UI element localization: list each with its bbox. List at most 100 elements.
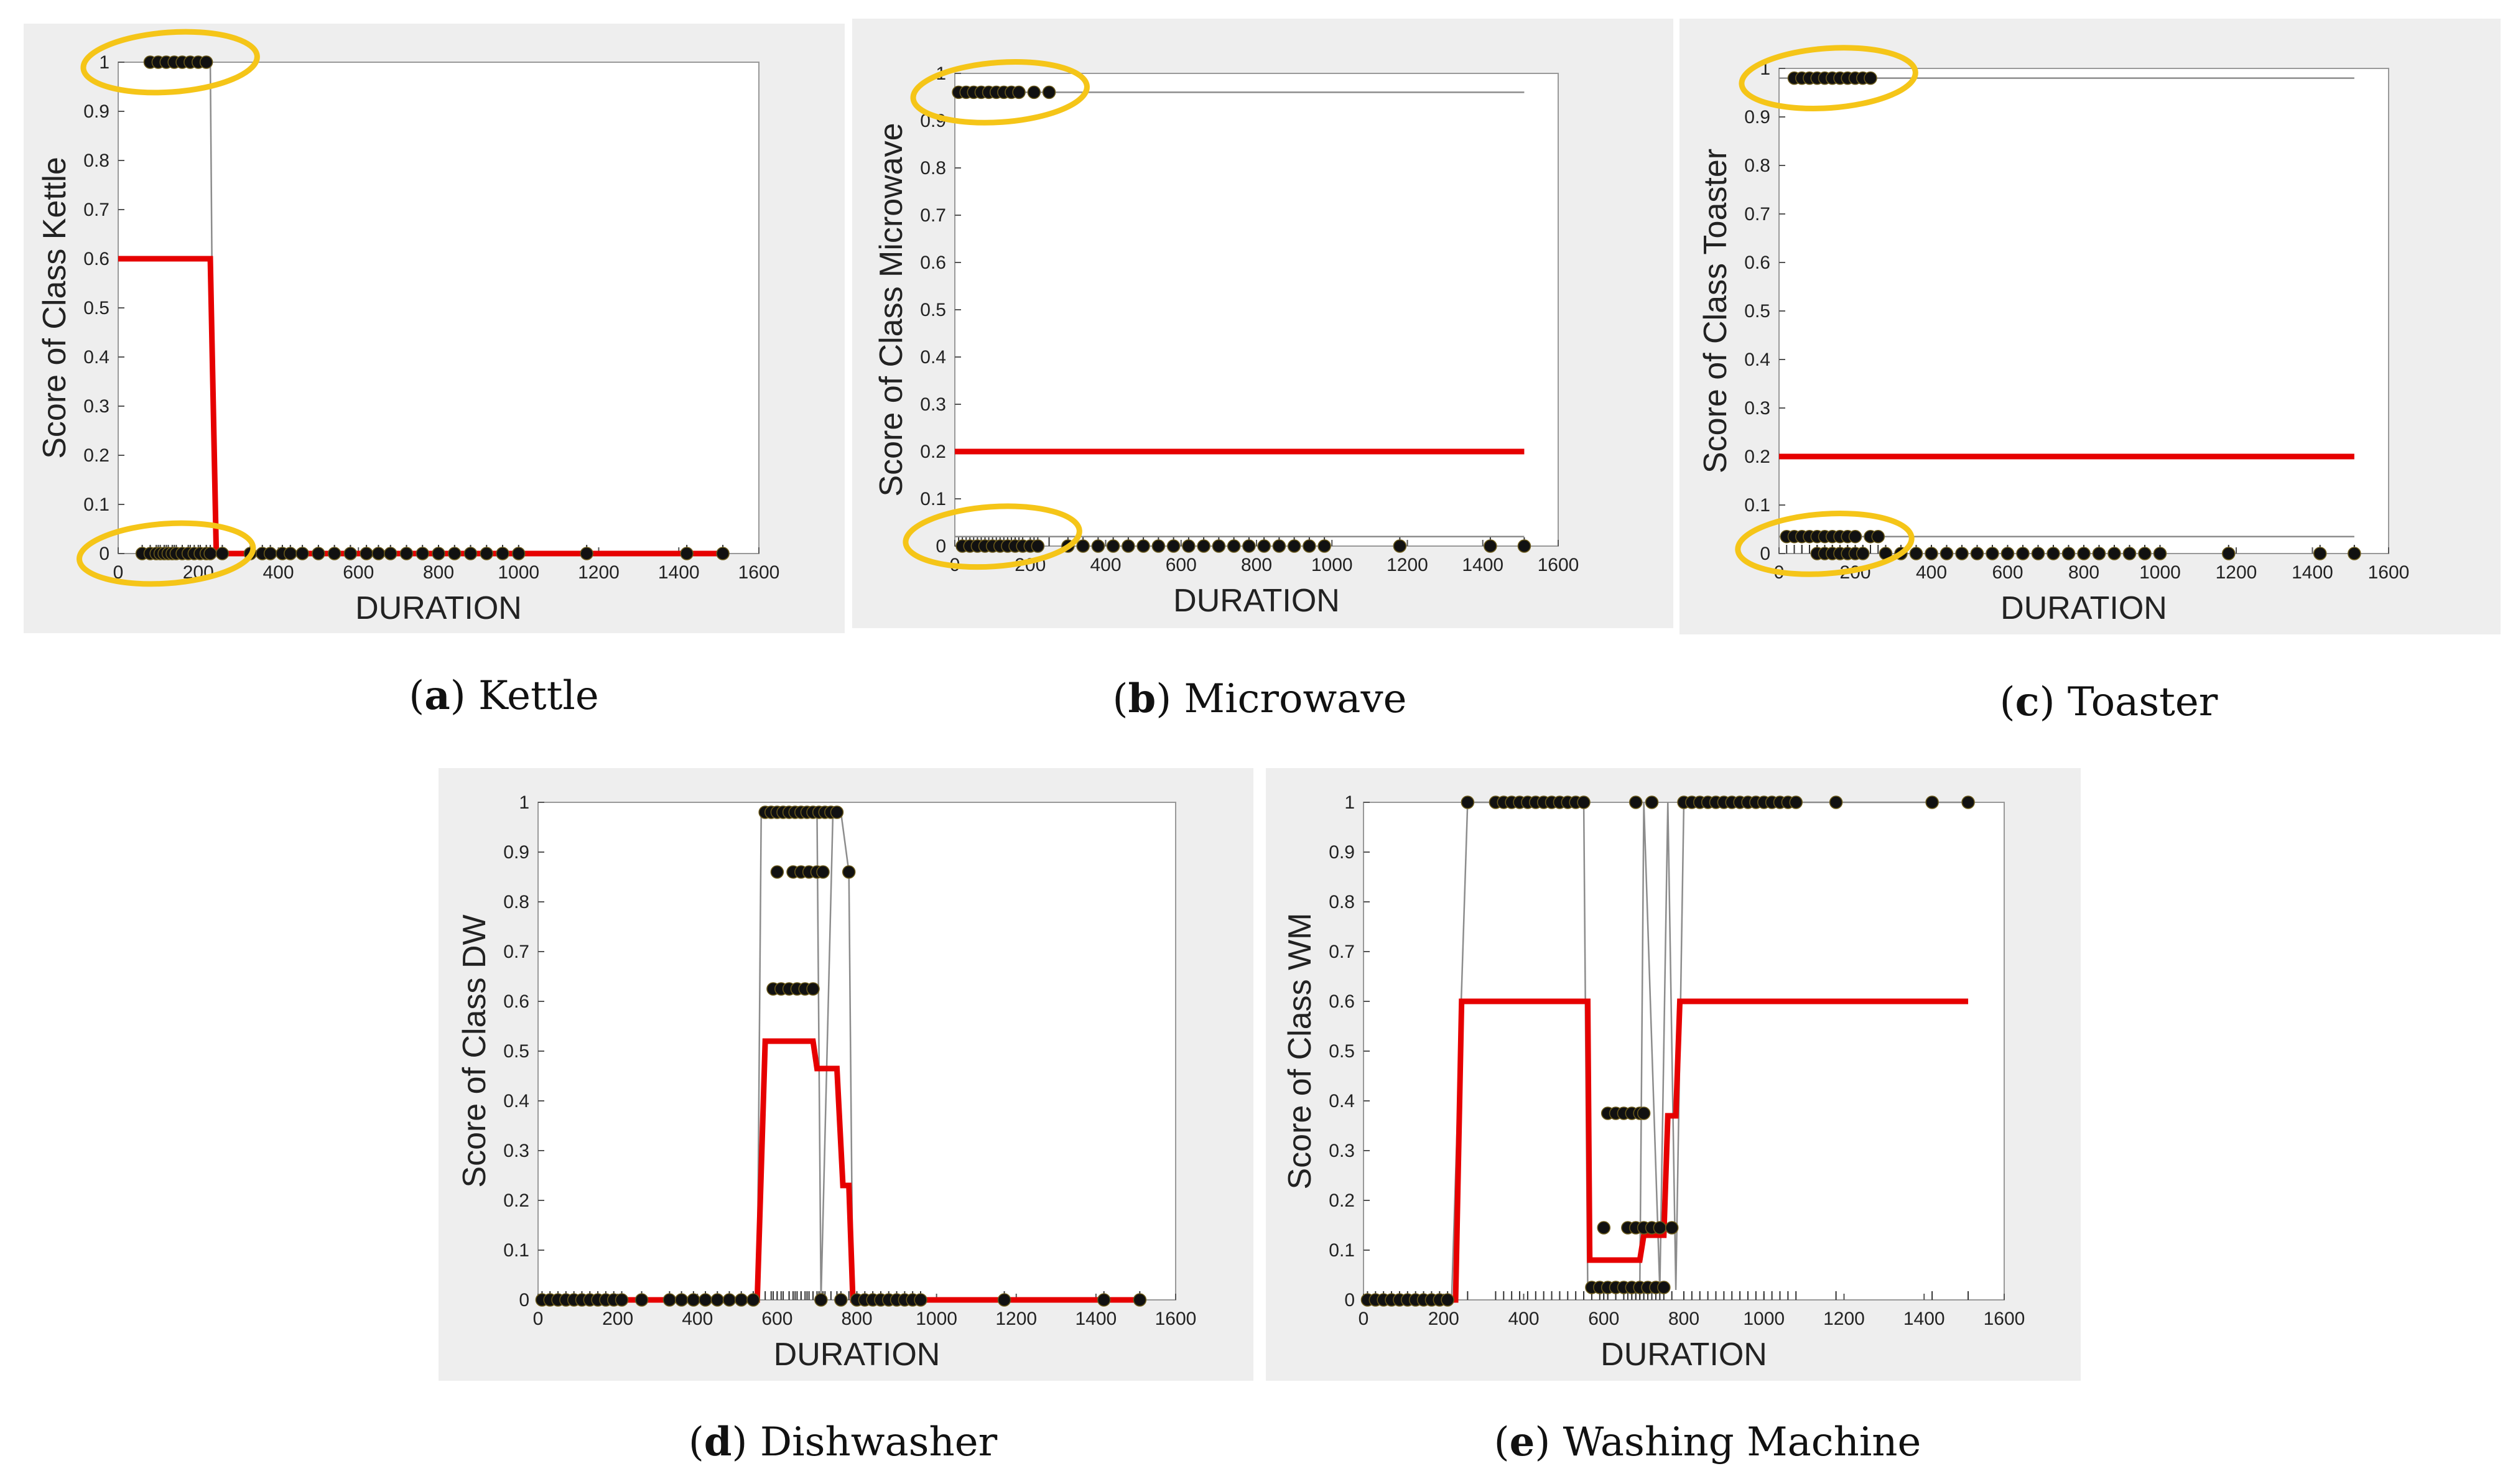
data-point [1136,539,1150,553]
y-tick-label: 1 [1344,792,1355,813]
data-point [1645,795,1659,809]
chart-panel-a: 00.10.20.30.40.50.60.70.80.910 200 400 600 8… [24,24,845,633]
data-point [1461,795,1475,809]
y-tick-label: 0.3 [1744,398,1770,419]
data-point [399,547,414,560]
data-point [580,547,593,560]
highlight-circle [1739,45,1918,111]
data-point [1970,547,1984,560]
data-point [1076,539,1090,553]
y-tick-label: 0.9 [1329,842,1355,863]
y-tick-label: 0.8 [83,151,109,171]
x-tick-label: 400 [1916,562,1947,583]
y-tick-label: 0.4 [1744,350,1770,370]
data-point [343,547,358,560]
x-tick-label: 1400 [2292,562,2333,583]
x-tick-label: 0 [113,562,124,583]
y-tick-label: 0 [519,1290,529,1310]
data-point [634,1293,649,1307]
data-point [615,1293,629,1307]
series-line-gray [538,811,1140,1301]
y-tick-label: 0.6 [920,253,946,273]
y-axis-label: Score of Class Toaster [1698,149,1734,473]
data-point [1106,539,1120,553]
data-point [2031,547,2045,560]
data-point [263,547,277,560]
x-tick-label: 600 [761,1309,792,1329]
data-point [814,1293,828,1307]
y-tick-label: 0.4 [1329,1091,1355,1111]
data-point [371,547,386,560]
x-tick-label: 0 [1359,1309,1369,1329]
x-tick-label: 1600 [2368,562,2410,583]
data-point [1657,1281,1671,1294]
axes-box [537,802,1176,1301]
x-axis-label: DURATION [2000,590,2167,626]
y-axis-label: Score of Class DW [457,914,493,1187]
x-tick-label: 600 [343,562,374,583]
data-point [699,1293,712,1307]
data-point [2222,547,2236,560]
highlight-circle [1735,511,1915,577]
data-point [1317,539,1331,553]
x-tick-label: 800 [1668,1309,1699,1329]
y-tick-label: 0.3 [503,1141,529,1161]
axes-box [954,73,1559,547]
data-point [2153,547,2167,560]
x-tick-label: 1200 [578,562,620,583]
data-point [1848,529,1862,544]
data-point [746,1293,760,1307]
y-tick-label: 0.7 [1329,942,1355,962]
data-point [1257,539,1271,553]
y-tick-label: 0.1 [1329,1240,1355,1261]
data-point [1097,1293,1111,1307]
series-line-gray [1364,801,1969,1301]
x-tick-label: 1400 [1903,1309,1945,1329]
y-tick-label: 0.7 [83,200,109,220]
x-tick-label: 600 [1992,562,2023,583]
data-point [830,805,844,819]
data-point [716,547,730,560]
data-point [312,547,325,560]
highlight-circle [77,520,256,587]
x-tick-label: 1000 [1311,555,1353,575]
y-tick-label: 0.8 [1329,892,1355,912]
y-tick-label: 0.1 [1744,495,1770,516]
x-tick-label: 200 [1428,1309,1459,1329]
data-point [2061,547,2076,560]
axes-box [1778,68,2389,554]
data-point [1517,539,1531,553]
data-point [1122,539,1135,553]
data-point [2313,547,2327,560]
x-tick-label: 1000 [916,1309,957,1329]
data-point [215,547,230,560]
y-tick-label: 0.7 [1744,204,1770,225]
data-point [1864,71,1877,85]
x-tick-label: 1000 [2139,562,2181,583]
y-tick-label: 0.8 [1744,155,1770,176]
data-point [1042,85,1056,100]
subfigure-caption: (e) Washing Machine [1494,1419,1921,1465]
y-tick-label: 0.4 [503,1091,529,1111]
x-tick-label: 800 [841,1309,872,1329]
y-tick-label: 0.9 [503,842,529,863]
y-tick-label: 0.2 [83,445,109,466]
y-tick-label: 0.1 [503,1240,529,1261]
highlight-circle [910,59,1090,126]
data-point [432,547,445,560]
subfigure-caption: (d) Dishwasher [689,1419,998,1465]
data-point [1925,547,1938,560]
x-tick-label: 1600 [738,562,780,583]
y-tick-label: 0.5 [920,300,946,320]
data-point [1665,1221,1679,1235]
x-tick-label: 1000 [498,562,539,583]
chart-panel-b: 00.10.20.30.40.50.60.70.80.910 200 400 600 8… [852,19,1673,628]
data-point [1227,539,1241,553]
y-tick-label: 0.7 [503,942,529,962]
highlight-circle [80,29,260,96]
data-point [1925,795,1939,809]
data-point [1955,547,1969,560]
data-point [1441,1293,1454,1307]
x-tick-label: 1400 [658,562,700,583]
x-tick-label: 1600 [1984,1309,2025,1329]
